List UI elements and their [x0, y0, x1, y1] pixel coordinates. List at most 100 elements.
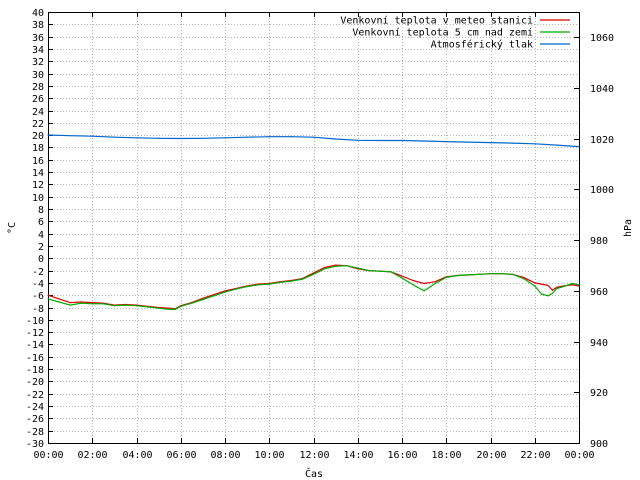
data-point-1 [158, 307, 160, 309]
data-point-1 [551, 292, 554, 294]
data-point-0 [69, 302, 71, 304]
y-tick-label-left: 14 [32, 168, 44, 179]
y-tick-label-right: 940 [590, 338, 608, 349]
data-point-0 [551, 289, 554, 291]
data-point-1 [534, 285, 536, 287]
data-point-0 [169, 307, 171, 309]
data-point-1 [390, 271, 392, 273]
data-point-2 [379, 139, 381, 142]
y-tick-label-right: 1040 [590, 84, 614, 95]
y-tick-label-left: -24 [26, 402, 44, 413]
data-point-2 [312, 136, 315, 138]
data-point-2 [445, 141, 447, 143]
x-tick-label: 00:00 [33, 450, 63, 461]
y-tick-label-left: 30 [32, 70, 44, 81]
x-tick-label: 08:00 [210, 450, 240, 461]
data-point-1 [562, 286, 565, 288]
y-tick-label-left: 4 [38, 230, 44, 241]
data-point-1 [91, 303, 93, 305]
data-point-1 [290, 280, 292, 282]
data-point-0 [80, 301, 82, 303]
data-point-0 [224, 290, 226, 292]
data-point-2 [335, 138, 337, 140]
data-point-2 [578, 146, 580, 148]
data-point-2 [556, 144, 558, 146]
legend-label-0: Venkovní teplota v meteo stanici [340, 15, 533, 27]
data-point-0 [423, 282, 425, 285]
data-point-1 [423, 290, 425, 292]
y-tick-label-left: 22 [32, 119, 44, 130]
y-tick-label-left: 2 [38, 242, 44, 253]
y-tick-label-left: 36 [32, 33, 44, 44]
y-tick-label-left: 28 [32, 82, 44, 93]
y-tick-label-right: 920 [590, 388, 608, 399]
x-tick-label: 12:00 [299, 450, 329, 461]
data-point-1 [434, 282, 436, 285]
data-point-2 [268, 136, 270, 138]
data-point-1 [312, 273, 315, 275]
data-point-0 [540, 283, 543, 285]
data-point-0 [547, 284, 549, 286]
y-tick-label-left: 40 [32, 8, 44, 19]
data-point-0 [335, 264, 337, 266]
data-point-2 [180, 137, 182, 140]
axis-ticks: 4038363432302826242220181614121086420-2-… [26, 8, 614, 461]
data-point-1 [456, 274, 458, 277]
data-point-0 [213, 294, 215, 296]
data-point-1 [379, 270, 381, 272]
y-tick-label-right: 1020 [590, 135, 614, 146]
data-point-0 [523, 276, 525, 278]
data-point-1 [279, 281, 281, 283]
data-point-1 [540, 293, 543, 295]
x-axis-title: Čas [305, 467, 323, 480]
data-point-2 [158, 137, 160, 139]
y-tick-label-left: 20 [32, 131, 44, 142]
data-point-1 [467, 274, 469, 276]
x-tick-label: 14:00 [343, 450, 373, 461]
data-point-1 [523, 278, 525, 280]
x-tick-label: 06:00 [166, 450, 196, 461]
data-point-1 [113, 305, 115, 307]
x-tick-label: 02:00 [77, 450, 107, 461]
y-tick-label-left: -16 [26, 353, 44, 364]
data-point-1 [135, 305, 138, 307]
data-point-1 [578, 284, 580, 286]
data-point-1 [80, 302, 82, 304]
y-tick-label-left: -10 [26, 316, 44, 327]
data-point-2 [290, 136, 292, 138]
data-point-1 [202, 298, 204, 301]
y-axis-title-left: °C [7, 222, 18, 234]
data-point-2 [113, 136, 115, 138]
data-point-1 [246, 286, 248, 288]
data-point-0 [578, 285, 580, 287]
x-tick-label: 18:00 [431, 450, 461, 461]
data-point-2 [135, 137, 138, 139]
y-tick-label-left: 26 [32, 94, 44, 105]
x-tick-label: 04:00 [122, 450, 152, 461]
data-point-1 [191, 302, 193, 304]
y-tick-label-left: 32 [32, 57, 44, 68]
data-point-1 [124, 304, 126, 306]
data-point-1 [147, 306, 149, 308]
y-tick-label-right: 1000 [590, 185, 614, 196]
y-tick-label-left: -12 [26, 328, 44, 339]
data-point-1 [69, 304, 71, 306]
data-point-1 [412, 284, 414, 286]
data-point-1 [571, 282, 574, 285]
y-tick-label-left: -14 [26, 340, 44, 351]
y-tick-label-left: 16 [32, 156, 44, 167]
y-axis-title-right: hPa [623, 219, 634, 237]
y-tick-label-right: 980 [590, 236, 608, 247]
x-tick-label: 20:00 [476, 450, 506, 461]
y-tick-label-left: -26 [26, 414, 44, 425]
data-point-2 [224, 137, 226, 139]
x-tick-label: 22:00 [520, 450, 550, 461]
data-point-0 [202, 297, 204, 299]
data-point-0 [312, 272, 315, 274]
data-point-1 [556, 287, 558, 290]
data-point-0 [534, 282, 536, 284]
data-point-1 [489, 273, 492, 275]
data-point-1 [547, 295, 549, 297]
data-point-0 [412, 279, 414, 282]
